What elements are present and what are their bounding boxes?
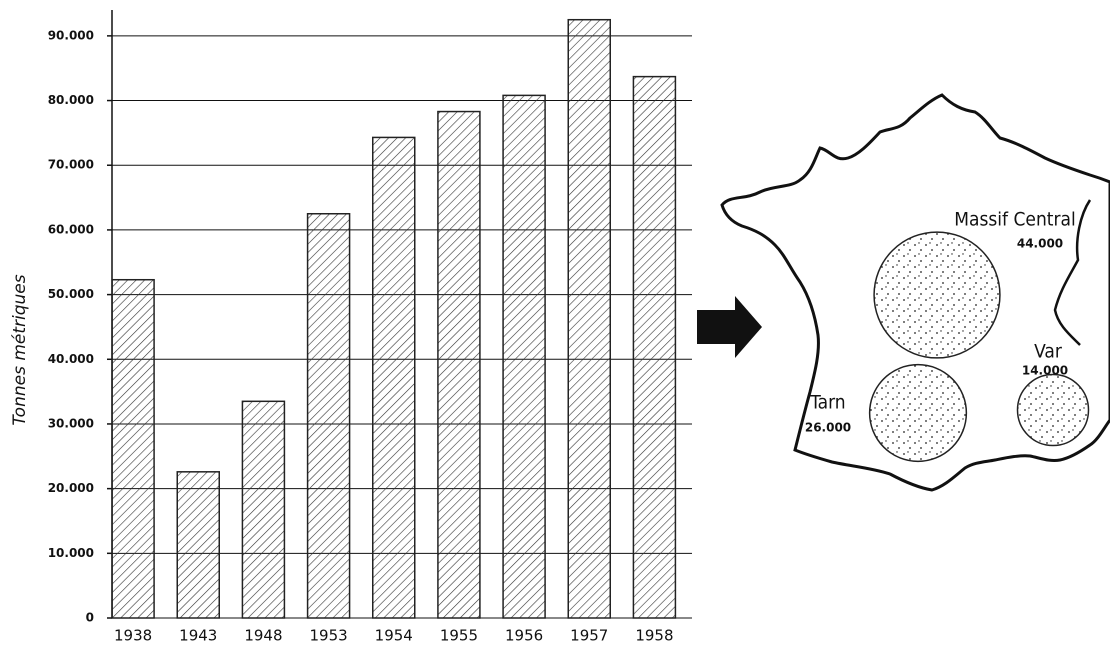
x-tick-label: 1953	[309, 627, 347, 645]
arrow	[697, 296, 762, 358]
region-label: Var	[1034, 341, 1063, 363]
bubble	[1016, 373, 1090, 447]
y-tick-label: 40.000	[48, 352, 94, 366]
value-label: 14.000	[1022, 364, 1068, 378]
bar	[241, 400, 286, 619]
x-tick-label: 1958	[635, 627, 673, 645]
value-label: 26.000	[805, 421, 851, 435]
y-tick-label: 50.000	[48, 287, 94, 301]
y-axis-title: Tonnes métriques	[10, 274, 30, 425]
bar	[372, 136, 416, 619]
bubble	[868, 363, 968, 463]
y-tick-label: 0	[86, 611, 94, 625]
value-label: 44.000	[1017, 237, 1063, 251]
y-tick-label: 20.000	[48, 481, 94, 495]
bubble	[873, 231, 1001, 359]
bar	[502, 94, 546, 619]
x-tick-label: 1948	[244, 627, 282, 645]
region-label: Tarn	[809, 392, 845, 414]
map-border	[1053, 199, 1092, 346]
bar	[176, 471, 220, 619]
y-tick-label: 60.000	[48, 222, 94, 236]
x-tick-label: 1955	[440, 627, 478, 645]
x-tick-label: 1938	[114, 627, 152, 645]
bar	[567, 18, 611, 619]
bar	[111, 278, 155, 619]
y-tick-label: 90.000	[48, 28, 94, 42]
y-tick-label: 70.000	[48, 158, 94, 172]
y-tick-label: 10.000	[48, 546, 94, 560]
region-label: Massif Central	[954, 209, 1075, 231]
y-tick-label: 30.000	[48, 416, 94, 430]
x-tick-label: 1943	[179, 627, 217, 645]
x-tick-label: 1956	[505, 627, 543, 645]
bar	[437, 110, 481, 619]
bar	[632, 75, 677, 619]
y-tick-label: 80.000	[48, 93, 94, 107]
bar	[306, 212, 351, 619]
x-tick-label: 1954	[375, 627, 413, 645]
x-tick-label: 1957	[570, 627, 608, 645]
map-outline	[720, 93, 1110, 492]
